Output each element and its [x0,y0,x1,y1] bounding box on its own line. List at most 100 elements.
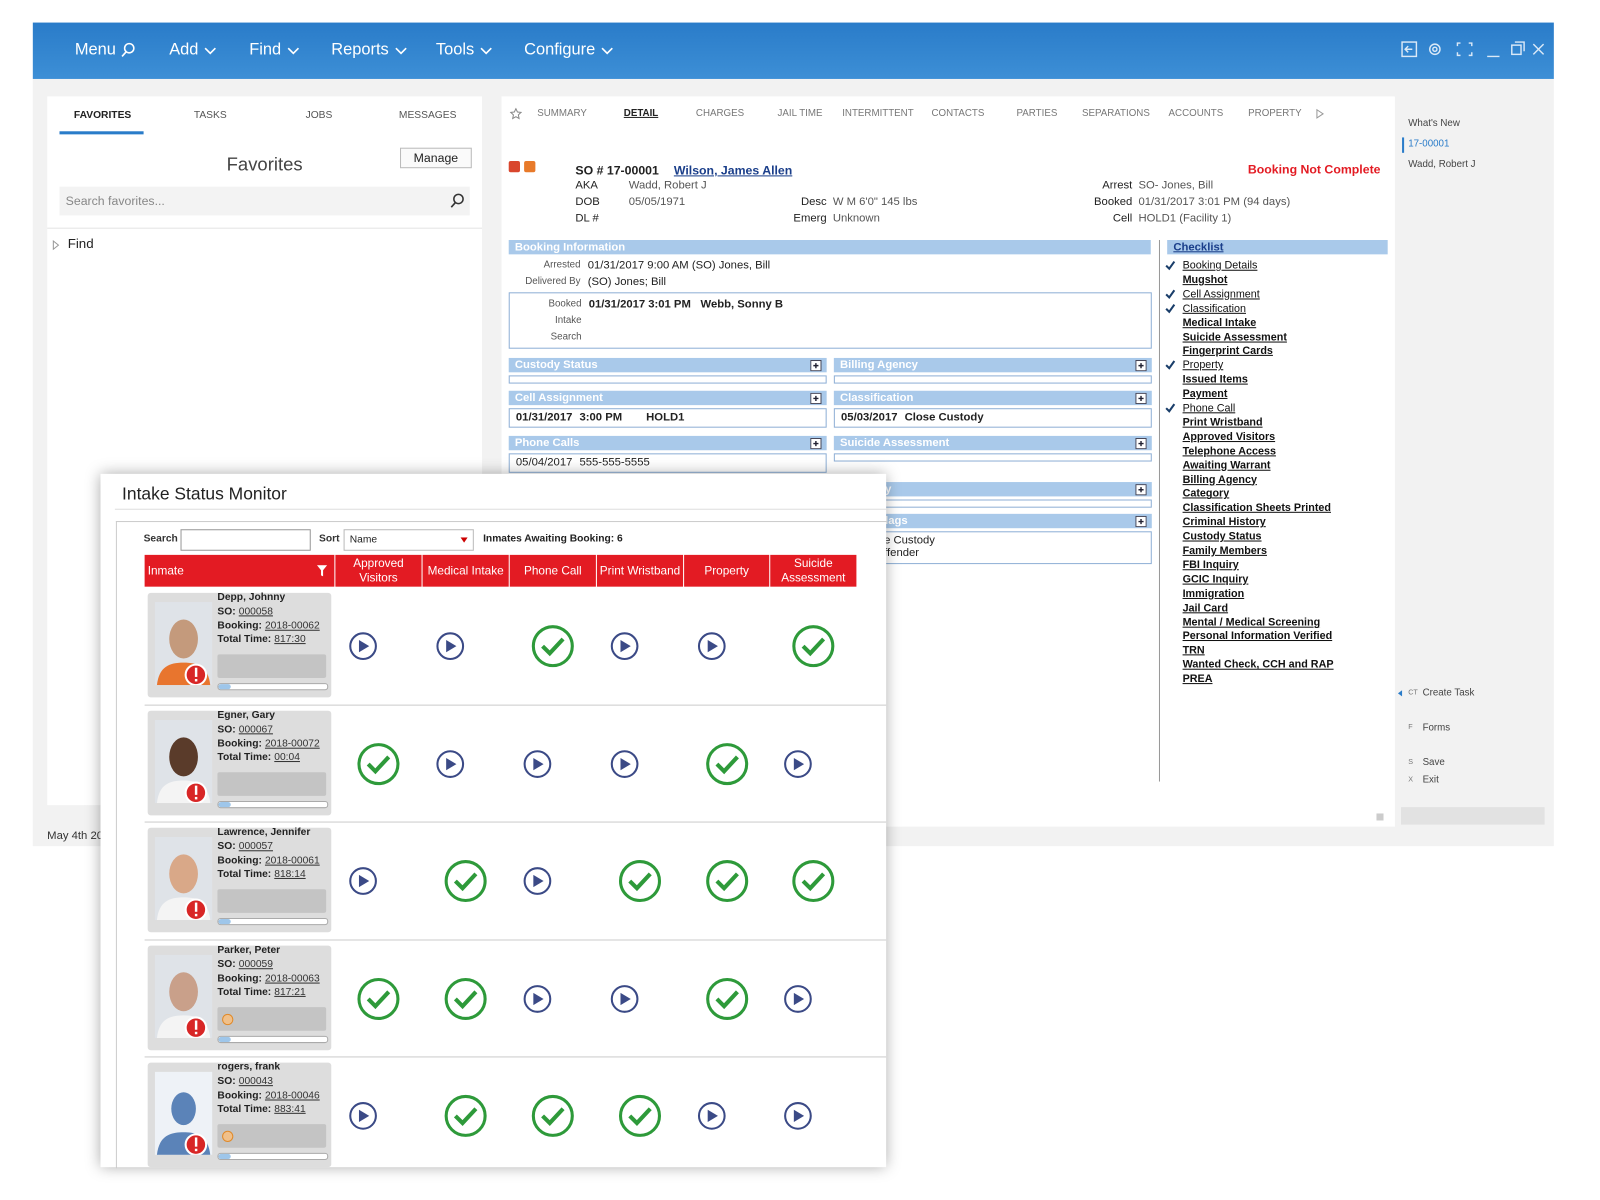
field-value[interactable]: 2018-00062 [264,620,320,632]
start-icon[interactable] [349,867,378,896]
field-value[interactable]: 2018-00046 [264,1090,320,1102]
checklist-item[interactable]: Billing Agency [1182,473,1257,486]
field-value[interactable]: 817:30 [274,633,306,646]
tab[interactable]: TASKS [193,109,227,122]
tab[interactable]: DETAIL [623,107,659,119]
checklist-item[interactable]: Payment [1182,387,1228,401]
tab[interactable]: MESSAGES [398,109,457,122]
field-value[interactable]: 000067 [238,723,273,735]
checklist-item[interactable]: Fingerprint Cards [1182,345,1273,358]
column-title[interactable]: Print Wristband [599,564,681,577]
checklist-item[interactable]: Category [1182,487,1230,500]
start-icon[interactable] [349,1102,378,1131]
menu-item[interactable]: Tools [435,41,475,59]
start-icon[interactable] [436,749,465,778]
start-icon[interactable] [349,632,378,661]
tab[interactable]: INTERMITTENT [842,107,914,119]
checklist-item[interactable]: Booking Details [1182,259,1258,272]
column-title[interactable]: Phone Call [523,564,582,577]
manage-button[interactable]: Manage [399,147,472,169]
checklist-item[interactable]: Medical Intake [1182,316,1257,329]
start-icon[interactable] [610,749,639,778]
field-value[interactable]: 000043 [238,1075,273,1088]
column-title[interactable]: Inmate [147,564,184,577]
start-icon[interactable] [523,984,552,1013]
checklist-item[interactable]: Cell Assignment [1182,287,1260,301]
column-title[interactable]: Medical Intake [427,564,504,577]
column-title[interactable]: Property [704,564,749,577]
tab[interactable]: FAVORITES [73,109,132,122]
field-value[interactable]: 883:41 [274,1103,306,1115]
start-icon[interactable] [523,749,552,778]
field-value[interactable]: 818:14 [274,868,306,880]
checklist-item[interactable]: Mugshot [1182,273,1228,287]
start-icon[interactable] [697,1102,726,1131]
checklist-item[interactable]: Family Members [1182,544,1267,557]
search-input[interactable]: Search favorites... [59,186,470,216]
menu-item[interactable]: Configure [524,41,596,59]
manage-label[interactable]: Manage [413,150,459,166]
checklist-item[interactable]: Jail Card [1182,601,1229,614]
field-value[interactable]: 00:04 [274,751,300,763]
field-value[interactable]: 2018-00061 [264,855,320,867]
tab[interactable]: CONTACTS [931,107,985,119]
field-value[interactable]: 2018-00072 [264,737,320,750]
start-icon[interactable] [784,984,813,1013]
tab[interactable]: JAIL TIME [777,107,823,119]
sort-select[interactable]: Name [343,529,474,551]
tab[interactable]: ACCOUNTS [1168,107,1224,119]
start-icon[interactable] [610,632,639,661]
field-value[interactable]: 000059 [238,958,273,970]
checklist-item[interactable]: Telephone Access [1182,444,1276,458]
checklist-item[interactable]: FBI Inquiry [1182,558,1239,572]
checklist-item[interactable]: PREA [1182,672,1213,686]
inmate-name[interactable]: Wilson, James Allen [673,163,793,178]
start-icon[interactable] [697,632,726,661]
menu-item[interactable]: Find [249,41,282,59]
start-icon[interactable] [784,749,813,778]
start-icon[interactable] [523,867,552,896]
start-icon[interactable] [784,1102,813,1131]
field-value[interactable]: 2018-00063 [264,972,320,985]
tab[interactable]: PARTIES [1016,107,1058,119]
action-label[interactable]: Exit [1422,774,1439,786]
checklist-item[interactable]: Classification [1182,302,1247,315]
checklist-item[interactable]: Immigration [1182,587,1245,600]
menu-item[interactable]: Menu [74,41,116,59]
checklist-item[interactable]: Wanted Check, CCH and RAP [1182,658,1334,671]
checklist-item[interactable]: Print Wristband [1182,416,1263,429]
recent-item[interactable]: Wadd, Robert J [1408,158,1476,171]
checklist-item[interactable]: Criminal History [1182,516,1266,529]
field-value[interactable]: 000057 [238,841,273,853]
checklist-item[interactable]: Personal Information Verified [1182,630,1333,643]
column-title[interactable]: Approved Visitors [353,557,404,585]
checklist-item[interactable]: Classification Sheets Printed [1182,501,1331,515]
action-label[interactable]: Create Task [1422,687,1475,699]
tab[interactable]: PROPERTY [1248,107,1302,119]
checklist-item[interactable]: Phone Call [1182,402,1236,415]
field-value[interactable]: 817:21 [274,986,306,998]
column-title[interactable]: Suicide Assessment [781,557,846,585]
tab[interactable]: JOBS [305,109,333,122]
checklist-item[interactable]: Custody Status [1182,530,1262,543]
checklist-item[interactable]: Issued Items [1182,373,1248,386]
recent-item[interactable]: 17-00001 [1408,138,1450,150]
search-input[interactable] [180,529,311,551]
checklist-item[interactable]: Property [1182,359,1224,372]
checklist-item[interactable]: Approved Visitors [1182,430,1276,443]
start-icon[interactable] [610,984,639,1013]
field-value[interactable]: 000058 [238,606,273,618]
checklist-item[interactable]: Mental / Medical Screening [1182,615,1321,629]
tab[interactable]: SUMMARY [537,107,587,119]
action-label[interactable]: Forms [1422,722,1451,734]
start-icon[interactable] [436,632,465,661]
action-label[interactable]: Save [1422,756,1445,769]
tab[interactable]: SEPARATIONS [1081,107,1150,119]
tree-item[interactable]: Find [67,235,94,252]
tab[interactable]: CHARGES [695,107,745,119]
checklist-item[interactable]: Suicide Assessment [1182,330,1287,344]
checklist-item[interactable]: GCIC Inquiry [1182,573,1249,586]
menu-item[interactable]: Reports [331,41,389,59]
menu-item[interactable]: Add [169,41,199,59]
checklist-item[interactable]: TRN [1182,644,1205,657]
